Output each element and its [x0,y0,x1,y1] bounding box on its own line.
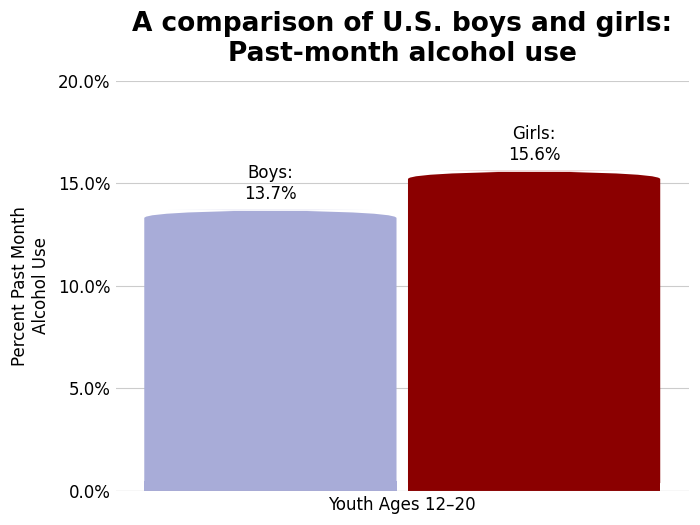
FancyBboxPatch shape [408,171,660,491]
Bar [408,481,660,491]
Title: A comparison of U.S. boys and girls:
Past-month alcohol use: A comparison of U.S. boys and girls: Pas… [132,11,672,67]
Text: Boys:
13.7%: Boys: 13.7% [244,164,297,203]
Bar [144,481,396,491]
FancyBboxPatch shape [144,210,396,491]
Y-axis label: Percent Past Month
Alcohol Use: Percent Past Month Alcohol Use [11,206,50,366]
Text: Girls:
15.6%: Girls: 15.6% [508,125,561,164]
